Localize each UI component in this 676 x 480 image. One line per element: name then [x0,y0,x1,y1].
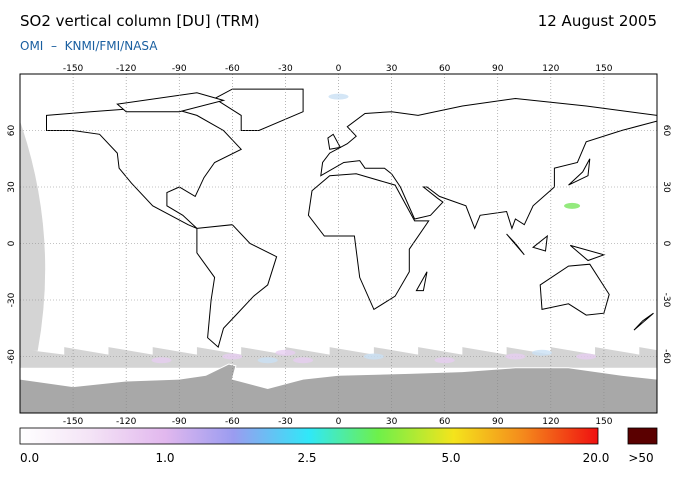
colorbar [19,427,599,445]
land [506,233,525,256]
swath-gap [20,121,46,351]
land [569,244,606,262]
so2-speckle [293,357,314,364]
lon-tick-label: -60 [225,417,240,427]
so2-speckle [531,349,552,356]
lon-tick-label: -30 [278,417,293,427]
lon-tick-label: 150 [595,417,612,427]
land [116,92,226,113]
map [20,74,657,413]
so2-speckle [434,357,455,364]
land [539,263,610,316]
so2-speckle [275,349,296,356]
so2-plume [564,202,581,209]
so2-speckle [257,357,278,364]
so2-speckle [328,93,349,100]
lat-tick-label: 60 [7,125,17,137]
lat-tick-label: 60 [661,125,671,137]
lon-tick-label: -120 [116,64,137,74]
land [327,133,342,150]
land [307,173,430,311]
lon-tick-label: -150 [63,417,84,427]
lat-tick-label: 0 [7,240,17,246]
colorbar-overflow-label: >50 [628,451,653,465]
lon-tick-label: 150 [595,64,612,74]
lat-tick-label: -60 [7,349,17,364]
colorbar-label: 20.0 [583,451,610,465]
lon-tick-label: -90 [172,64,187,74]
lat-tick-label: 0 [661,241,671,247]
lat-tick-label: 30 [661,181,671,193]
so2-speckle [576,353,597,360]
lon-tick-label: -60 [225,64,240,74]
lon-tick-label: 120 [542,417,559,427]
lon-tick-label: 30 [386,417,398,427]
so2-speckle [151,357,172,364]
lon-tick-label: -150 [63,64,84,74]
colorbar-label: 2.5 [297,451,316,465]
date: 12 August 2005 [538,12,657,30]
land [415,271,428,292]
lat-tick-label: -30 [661,293,671,308]
land [320,97,657,230]
lon-tick-label: -30 [278,64,293,74]
lon-tick-label: 0 [336,64,342,74]
lon-tick-label: 30 [386,64,398,74]
map-frame [19,73,658,414]
lon-tick-label: 60 [439,417,451,427]
lon-tick-label: -90 [172,417,187,427]
land [46,107,243,229]
land [196,224,278,349]
lon-tick-label: 60 [439,64,451,74]
source: OMI – KNMI/FMI/NASA [20,39,158,53]
land [633,312,654,331]
lon-tick-label: 90 [492,64,504,74]
lon-tick-label: 0 [336,417,342,427]
antarctica [20,363,657,413]
lat-tick-label: 30 [7,181,17,193]
colorbar-label: 0.0 [20,451,39,465]
land [568,158,591,186]
land [213,88,304,131]
lat-tick-label: -30 [7,292,17,307]
colorbar-label: 5.0 [441,451,460,465]
land [532,234,548,252]
lon-tick-label: 90 [492,417,504,427]
lon-tick-label: -120 [116,417,137,427]
so2-speckle [505,353,526,360]
lat-tick-label: -60 [661,349,671,364]
colorbar-overflow [627,427,658,445]
so2-speckle [363,353,384,360]
title: SO2 vertical column [DU] (TRM) [20,12,260,30]
so2-speckle [222,353,243,360]
colorbar-label: 1.0 [155,451,174,465]
lon-tick-label: 120 [542,64,559,74]
